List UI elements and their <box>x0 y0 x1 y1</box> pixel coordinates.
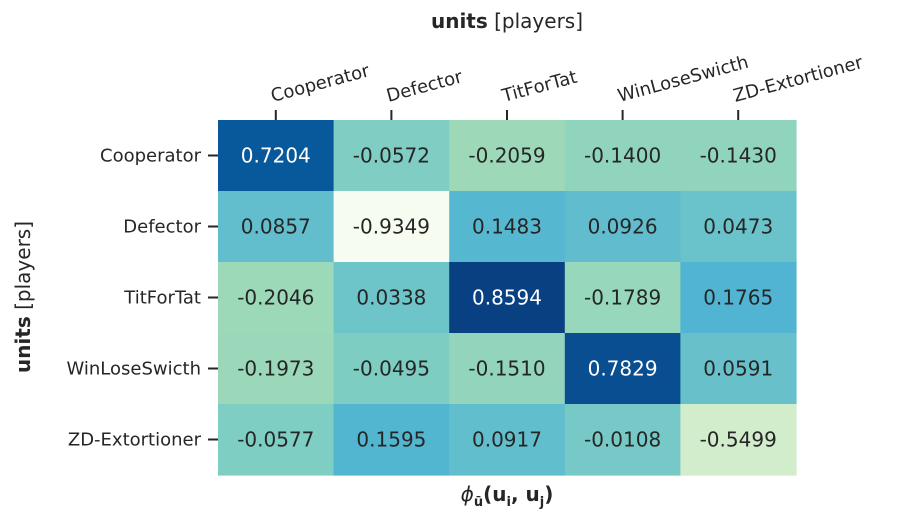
heatmap-cell <box>449 333 566 405</box>
cell-value-label: -0.5499 <box>700 428 777 452</box>
cell-value-label: 0.1483 <box>472 215 542 239</box>
top-axis-title: units [players] <box>431 9 583 33</box>
heatmap-cell <box>449 404 566 476</box>
left-axis-title: units [players] <box>11 221 35 373</box>
cell-value-label: -0.0495 <box>353 357 430 381</box>
heatmap-cell <box>218 262 335 334</box>
heatmap-cell <box>680 120 797 192</box>
cell-value-label: 0.0473 <box>703 215 773 239</box>
row-tick-label: ZD-Extortioner <box>68 430 202 451</box>
row-tick-label: Defector <box>123 217 201 238</box>
cell-value-label: -0.2046 <box>237 286 314 310</box>
cell-value-label: 0.0857 <box>241 215 311 239</box>
heatmap-cell <box>218 191 335 263</box>
cell-value-label: -0.0572 <box>353 144 430 168</box>
cell-value-label: -0.2059 <box>468 144 545 168</box>
heatmap-cell <box>564 191 681 263</box>
cell-value-label: -0.0108 <box>584 428 661 452</box>
heatmap-cell <box>449 262 566 334</box>
row-tick-label: TitForTat <box>123 288 201 309</box>
cell-value-label: 0.1595 <box>356 428 426 452</box>
col-tick-label: Defector <box>384 66 465 107</box>
heatmap-cell <box>333 262 450 334</box>
heatmap-cell <box>564 262 681 334</box>
heatmap-cell <box>680 404 797 476</box>
row-tick-label: Cooperator <box>100 146 202 167</box>
heatmap-cell <box>218 120 335 192</box>
col-tick-label: Cooperator <box>269 60 373 107</box>
heatmap-cell <box>449 191 566 263</box>
cell-value-label: -0.1973 <box>237 357 314 381</box>
cell-value-label: 0.7829 <box>588 357 658 381</box>
heatmap-cell <box>333 191 450 263</box>
col-tick-group: Cooperator Defector TitForTat WinLoseSwicth… <box>269 52 866 120</box>
heatmap-cell <box>564 120 681 192</box>
heatmap-cell <box>680 333 797 405</box>
heatmap-cell <box>564 333 681 405</box>
cell-value-label: -0.1430 <box>700 144 777 168</box>
row-tick-label: WinLoseSwicth <box>67 359 202 380</box>
cell-value-label: -0.9349 <box>353 215 430 239</box>
row-tick-group: Cooperator Defector TitForTat WinLoseSwicth… <box>67 146 218 451</box>
heatmap-cell <box>333 333 450 405</box>
heatmap-cell <box>218 404 335 476</box>
heatmap-cell <box>449 120 566 192</box>
cell-value-label: -0.1400 <box>584 144 661 168</box>
cell-value-label: 0.0591 <box>703 357 773 381</box>
cell-value-label: -0.1510 <box>468 357 545 381</box>
cell-value-label: 0.0338 <box>356 286 426 310</box>
heatmap-cell <box>333 404 450 476</box>
col-tick-label: WinLoseSwicth <box>615 52 750 107</box>
heatmap-cell <box>218 333 335 405</box>
cell-value-label: 0.1765 <box>703 286 773 310</box>
heatmap-cell <box>680 262 797 334</box>
bottom-axis-title: ϕū(ui, uj) <box>461 482 554 510</box>
heatmap-cells: 0.7204 -0.0572 -0.2059 -0.1400 -0.1430 0.0857… <box>218 120 797 476</box>
cell-value-label: 0.0926 <box>588 215 658 239</box>
cell-value-label: 0.0917 <box>472 428 542 452</box>
heatmap-cell <box>680 191 797 263</box>
cell-value-label: 0.8594 <box>472 286 542 310</box>
cell-value-label: 0.7204 <box>241 144 311 168</box>
cell-value-label: -0.0577 <box>237 428 314 452</box>
col-tick-label: TitForTat <box>499 67 580 107</box>
col-tick-label: ZD-Extortioner <box>731 52 866 107</box>
heatmap-cell <box>333 120 450 192</box>
cell-value-label: -0.1789 <box>584 286 661 310</box>
heatmap-cell <box>564 404 681 476</box>
